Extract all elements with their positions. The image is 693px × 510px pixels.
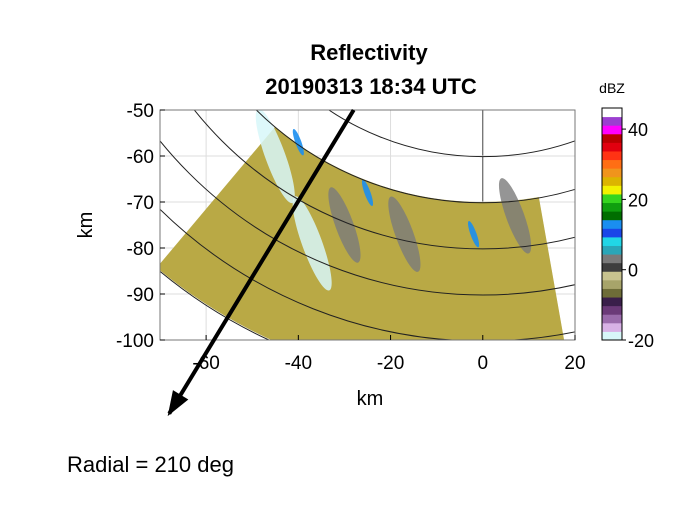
y-tick-label: -70 xyxy=(127,193,154,214)
echo-cell xyxy=(467,221,480,248)
y-tick-label: -50 xyxy=(127,101,154,122)
colorbar-swatch xyxy=(602,176,622,186)
radial-arrow-head xyxy=(167,390,189,417)
radial-arrow-shaft xyxy=(167,108,356,415)
scan-sector xyxy=(160,126,565,340)
colorbar-swatch xyxy=(602,219,622,229)
echo-cell xyxy=(388,196,421,272)
colorbar-swatch xyxy=(602,297,622,307)
colorbar-swatch xyxy=(602,322,622,332)
echo-cell xyxy=(361,179,374,206)
y-tick-label: -80 xyxy=(127,239,154,260)
y-tick-label: -60 xyxy=(127,147,154,168)
plot-border xyxy=(159,109,576,341)
chart-title: Reflectivity xyxy=(310,40,428,65)
colorbar-swatch xyxy=(602,142,622,152)
colorbar-tick-label: 0 xyxy=(628,261,638,281)
x-tick-label: 20 xyxy=(564,353,585,374)
range-ring xyxy=(255,110,575,204)
colorbar-swatch xyxy=(602,254,622,264)
colorbar-swatch xyxy=(602,116,622,126)
colorbar-unit: dBZ xyxy=(599,80,625,96)
y-tick-label: -90 xyxy=(127,285,154,306)
colorbar-swatch xyxy=(602,245,622,255)
echo-cell xyxy=(292,196,332,291)
colorbar-swatch xyxy=(602,150,622,161)
x-tick-label: 0 xyxy=(477,353,488,374)
colorbar-swatch xyxy=(602,288,622,298)
colorbar-frame xyxy=(601,107,623,341)
y-axis-label: km xyxy=(75,212,97,239)
x-axis-label: km xyxy=(357,388,384,410)
chart-subtitle: 20190313 18:34 UTC xyxy=(265,74,477,99)
plot-area xyxy=(159,109,576,341)
colorbar-swatch xyxy=(602,331,622,341)
colorbar-tick-label: 40 xyxy=(628,120,648,140)
echo-cell xyxy=(292,129,304,156)
colorbar-swatch xyxy=(602,159,622,169)
echo-cell xyxy=(255,110,295,204)
x-tick-label: -60 xyxy=(192,353,219,374)
colorbar-swatch xyxy=(602,168,622,178)
colorbar-swatch xyxy=(602,185,622,195)
colorbar-swatch xyxy=(602,125,622,135)
x-tick-label: -40 xyxy=(285,353,312,374)
scan-sector-shade xyxy=(160,126,565,340)
range-ring xyxy=(328,110,575,158)
colorbar-swatch xyxy=(602,271,622,281)
radial-annotation: Radial = 210 deg xyxy=(67,452,234,477)
colorbar-swatch xyxy=(602,279,622,289)
colorbar-tick-label: -20 xyxy=(628,331,654,351)
colorbar-swatch xyxy=(602,262,622,272)
echo-cell xyxy=(498,178,532,254)
colorbar-swatch xyxy=(602,108,622,118)
y-tick-label: -100 xyxy=(116,331,154,352)
colorbar-swatch xyxy=(602,211,622,221)
colorbar-swatch xyxy=(602,305,622,315)
x-tick-label: -20 xyxy=(377,353,404,374)
range-ring xyxy=(193,110,575,250)
colorbar-tick-label: 20 xyxy=(628,190,648,210)
colorbar-swatch xyxy=(602,236,622,246)
colorbar-swatch xyxy=(602,202,622,212)
range-ring xyxy=(160,139,575,296)
colorbar-swatch xyxy=(602,314,622,324)
colorbar-swatch xyxy=(602,133,622,143)
echo-cell xyxy=(328,187,361,263)
colorbar-swatch xyxy=(602,228,622,238)
colorbar-swatch xyxy=(602,193,622,204)
